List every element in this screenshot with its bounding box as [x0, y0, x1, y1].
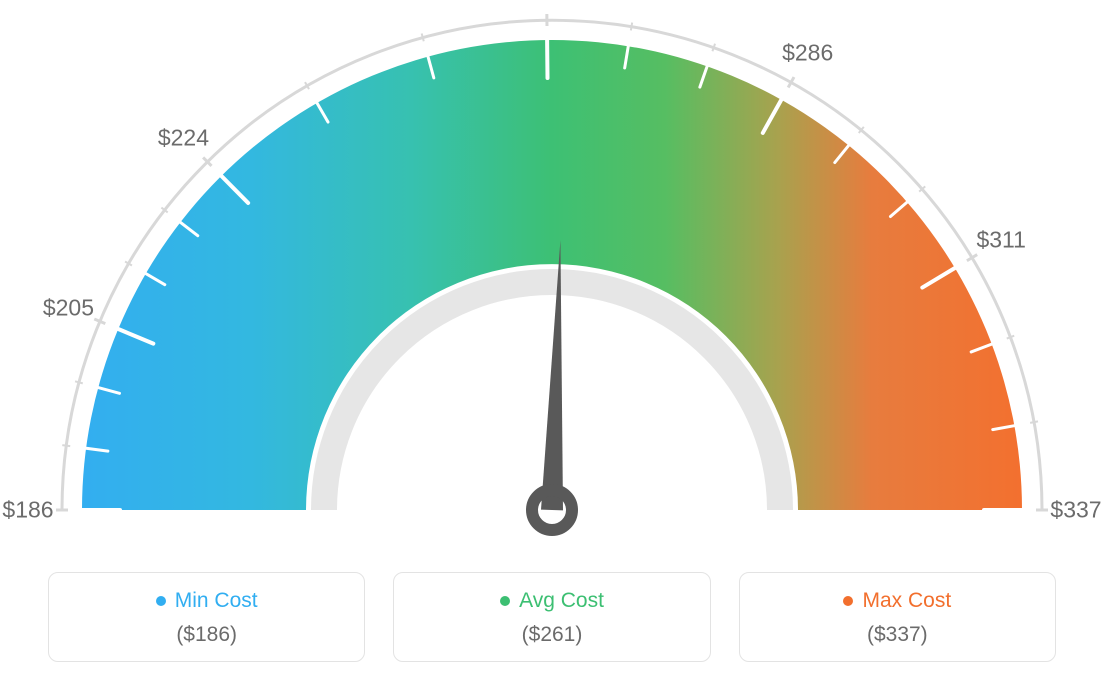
legend-card-avg: Avg Cost ($261): [393, 572, 710, 662]
scale-minor-notch: [1007, 336, 1014, 339]
legend-title-avg: Avg Cost: [500, 589, 604, 613]
legend-title-min: Min Cost: [156, 589, 258, 613]
gauge-svg: [0, 0, 1104, 560]
tick-label: $224: [158, 124, 209, 151]
dot-icon-max: [843, 596, 853, 606]
tick-label: $186: [2, 497, 53, 524]
dot-icon-min: [156, 596, 166, 606]
cost-gauge-widget: $186$205$224$261$286$311$337 Min Cost ($…: [0, 0, 1104, 690]
legend-value-avg: ($261): [404, 623, 699, 647]
scale-minor-notch: [75, 381, 83, 383]
scale-minor-notch: [712, 44, 715, 52]
scale-minor-notch: [1030, 421, 1038, 422]
dot-icon-avg: [500, 596, 510, 606]
legend-title-avg-text: Avg Cost: [519, 589, 604, 613]
legend-title-max-text: Max Cost: [862, 589, 951, 613]
legend-title-max: Max Cost: [843, 589, 951, 613]
legend-value-max: ($337): [750, 623, 1045, 647]
legend-title-min-text: Min Cost: [175, 589, 258, 613]
tick-label: $311: [976, 227, 1025, 254]
legend-value-min: ($186): [59, 623, 354, 647]
legend-card-min: Min Cost ($186): [48, 572, 365, 662]
tick-label: $286: [782, 39, 833, 66]
tick-label: $337: [1050, 497, 1101, 524]
scale-minor-notch: [62, 445, 70, 446]
scale-notch: [94, 319, 105, 324]
scale-minor-notch: [422, 34, 424, 42]
scale-minor-notch: [631, 23, 632, 31]
gauge-area: $186$205$224$261$286$311$337: [0, 0, 1104, 560]
legend-card-max: Max Cost ($337): [739, 572, 1056, 662]
legend-row: Min Cost ($186) Avg Cost ($261) Max Cost…: [48, 572, 1056, 662]
tick-label: $205: [43, 295, 94, 322]
